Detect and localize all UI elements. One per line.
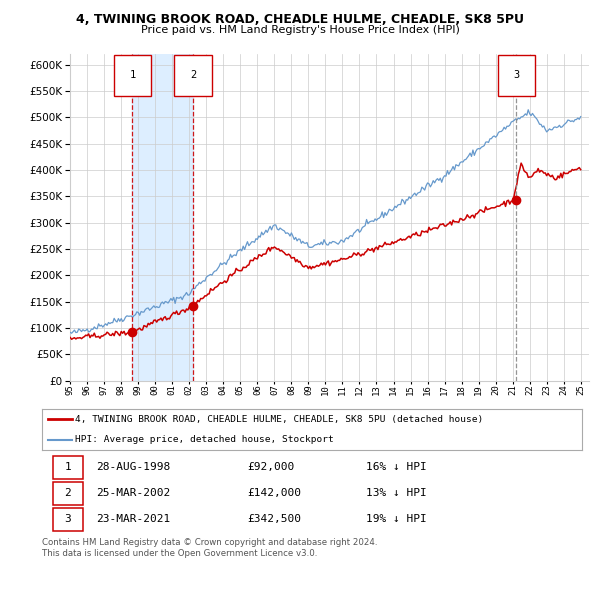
FancyBboxPatch shape [53,508,83,530]
Text: 4, TWINING BROOK ROAD, CHEADLE HULME, CHEADLE, SK8 5PU: 4, TWINING BROOK ROAD, CHEADLE HULME, CH… [76,13,524,26]
Bar [133,54,193,381]
Text: £142,000: £142,000 [247,489,301,498]
Text: 25-MAR-2002: 25-MAR-2002 [96,489,170,498]
Text: £92,000: £92,000 [247,462,295,472]
Text: 28-AUG-1998: 28-AUG-1998 [96,462,170,472]
Text: 1: 1 [130,70,136,80]
FancyBboxPatch shape [53,456,83,478]
Text: 13% ↓ HPI: 13% ↓ HPI [366,489,427,498]
Text: £342,500: £342,500 [247,514,301,525]
Text: 3: 3 [513,70,520,80]
Text: 4, TWINING BROOK ROAD, CHEADLE HULME, CHEADLE, SK8 5PU (detached house): 4, TWINING BROOK ROAD, CHEADLE HULME, CH… [76,415,484,424]
Text: 19% ↓ HPI: 19% ↓ HPI [366,514,427,525]
Text: 3: 3 [64,514,71,525]
Text: 2: 2 [64,489,71,498]
Text: HPI: Average price, detached house, Stockport: HPI: Average price, detached house, Stoc… [76,435,334,444]
Text: Contains HM Land Registry data © Crown copyright and database right 2024.: Contains HM Land Registry data © Crown c… [42,538,377,547]
Text: Price paid vs. HM Land Registry's House Price Index (HPI): Price paid vs. HM Land Registry's House … [140,25,460,35]
FancyBboxPatch shape [53,482,83,504]
Text: 1: 1 [64,462,71,472]
Text: 16% ↓ HPI: 16% ↓ HPI [366,462,427,472]
Text: This data is licensed under the Open Government Licence v3.0.: This data is licensed under the Open Gov… [42,549,317,558]
Text: 2: 2 [190,70,196,80]
Text: 23-MAR-2021: 23-MAR-2021 [96,514,170,525]
